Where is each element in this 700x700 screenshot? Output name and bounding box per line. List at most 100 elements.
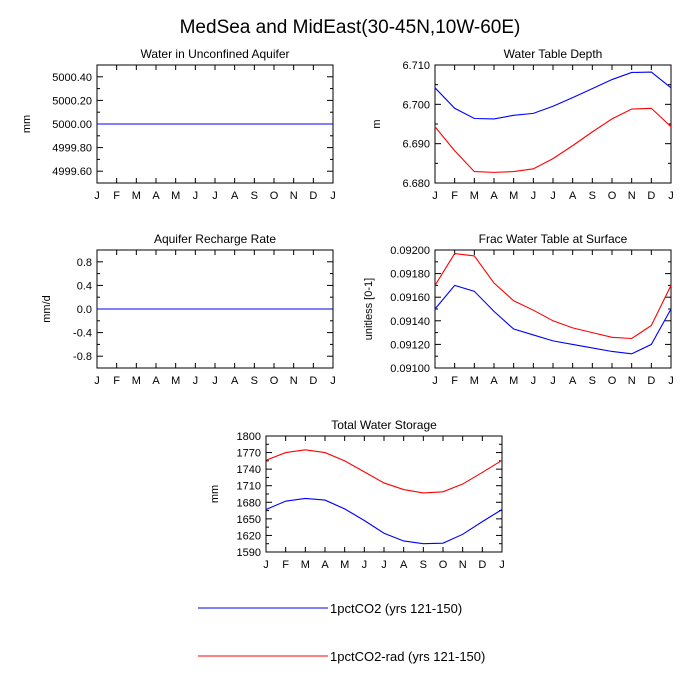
x-tick-label: J (263, 559, 269, 571)
y-tick-label: 0.0 (77, 304, 92, 316)
x-tick-label: J (432, 375, 438, 387)
y-tick-label: 0.09140 (390, 316, 430, 328)
y-tick-label: 0.4 (77, 280, 92, 292)
y-tick-label: 1680 (237, 497, 261, 509)
x-tick-label: A (490, 190, 498, 202)
x-tick-label: J (550, 190, 556, 202)
x-tick-label: S (589, 375, 596, 387)
x-tick-label: M (509, 375, 518, 387)
panel-title: Total Water Storage (331, 418, 437, 432)
y-tick-label: -0.4 (73, 328, 92, 340)
x-tick-label: D (647, 190, 655, 202)
panel-title: Frac Water Table at Surface (479, 232, 628, 246)
y-tick-label: 6.710 (402, 60, 430, 72)
plot-frame (265, 435, 503, 553)
x-tick-label: J (212, 190, 218, 202)
x-tick-label: J (94, 190, 100, 202)
series-line-blue (434, 71, 672, 120)
x-tick-label: S (420, 559, 427, 571)
series-line-blue (265, 497, 503, 545)
x-tick-label: A (231, 375, 239, 387)
panel-title: Water in Unconfined Aquifer (141, 47, 290, 61)
x-tick-label: J (668, 375, 674, 387)
series-line-blue (434, 284, 672, 355)
x-tick-label: J (432, 190, 438, 202)
x-tick-label: N (628, 375, 636, 387)
x-tick-label: D (309, 375, 317, 387)
y-axis-label: mm (209, 485, 221, 503)
x-tick-label: A (321, 559, 329, 571)
x-tick-label: M (470, 375, 479, 387)
y-tick-label: 4999.60 (52, 166, 92, 178)
x-tick-label: S (251, 190, 258, 202)
x-tick-label: M (301, 559, 310, 571)
x-tick-label: M (132, 190, 141, 202)
y-tick-label: 1710 (237, 481, 261, 493)
x-tick-label: M (470, 190, 479, 202)
y-tick-label: 0.09120 (390, 339, 430, 351)
x-tick-label: O (270, 190, 279, 202)
x-tick-label: A (152, 190, 160, 202)
x-tick-label: F (282, 559, 289, 571)
y-tick-label: 1770 (237, 448, 261, 460)
y-axis-label: unitless [0-1] (363, 278, 375, 340)
x-tick-label: J (330, 375, 336, 387)
figure-title: MedSea and MidEast(30-45N,10W-60E) (180, 17, 521, 38)
x-tick-label: J (193, 190, 199, 202)
x-tick-label: N (290, 190, 298, 202)
x-tick-label: J (362, 559, 368, 571)
panel-title: Water Table Depth (504, 47, 603, 61)
x-tick-label: O (608, 190, 617, 202)
x-tick-label: M (171, 375, 180, 387)
y-tick-label: 0.09200 (390, 245, 430, 257)
legend: 1pctCO2 (yrs 121-150) 1pctCO2-rad (yrs 12… (198, 601, 485, 664)
y-tick-label: 1740 (237, 464, 261, 476)
x-tick-label: J (330, 190, 336, 202)
x-tick-label: A (490, 375, 498, 387)
y-tick-label: 6.680 (402, 178, 430, 190)
x-tick-label: F (113, 190, 120, 202)
y-tick-label: 5000.20 (52, 95, 92, 107)
x-tick-label: D (647, 375, 655, 387)
x-tick-label: J (212, 375, 218, 387)
y-tick-label: 6.700 (402, 99, 430, 111)
plot-frame (434, 249, 672, 369)
x-tick-label: J (381, 559, 387, 571)
y-tick-label: 5000.40 (52, 72, 92, 84)
x-tick-label: J (550, 375, 556, 387)
x-tick-label: S (589, 190, 596, 202)
plot-frame (434, 64, 672, 184)
x-tick-label: J (94, 375, 100, 387)
y-tick-label: -0.8 (73, 351, 92, 363)
y-tick-label: 5000.00 (52, 119, 92, 131)
x-tick-label: J (668, 190, 674, 202)
y-tick-label: 0.09180 (390, 269, 430, 281)
y-axis-label: mm/d (41, 295, 53, 323)
x-tick-label: D (309, 190, 317, 202)
x-tick-label: O (270, 375, 279, 387)
series-line-red (434, 252, 672, 340)
x-tick-label: A (152, 375, 160, 387)
y-tick-label: 6.690 (402, 139, 430, 151)
y-tick-label: 0.8 (77, 257, 92, 269)
x-tick-label: F (113, 375, 120, 387)
x-tick-label: S (251, 375, 258, 387)
x-tick-label: N (459, 559, 467, 571)
y-tick-label: 0.09160 (390, 292, 430, 304)
y-axis-label: mm (21, 115, 33, 133)
x-tick-label: J (193, 375, 199, 387)
x-tick-label: M (171, 190, 180, 202)
x-tick-label: N (628, 190, 636, 202)
x-tick-label: O (608, 375, 617, 387)
x-tick-label: M (340, 559, 349, 571)
y-tick-label: 1620 (237, 530, 261, 542)
x-tick-label: O (439, 559, 448, 571)
x-tick-label: J (531, 190, 537, 202)
series-line-red (265, 449, 503, 494)
x-tick-label: M (132, 375, 141, 387)
